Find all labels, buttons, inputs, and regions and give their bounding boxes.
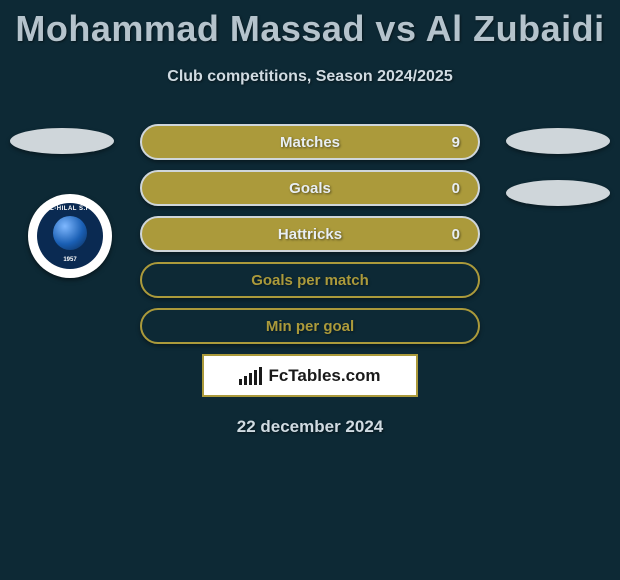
player-left-placeholder-1 xyxy=(10,128,114,154)
stat-row: Min per goal xyxy=(140,308,480,344)
page-subtitle: Club competitions, Season 2024/2025 xyxy=(0,68,620,86)
club-logo-bottom-text: 1957 xyxy=(63,257,76,263)
stat-label: Matches xyxy=(280,134,340,151)
stats-list: Matches 9 Goals 0 Hattricks 0 Goals per match M… xyxy=(140,124,480,344)
stat-row: Hattricks 0 xyxy=(140,216,480,252)
page-title: Mohammad Massad vs Al Zubaidi xyxy=(0,0,620,50)
player-right-placeholder-1 xyxy=(506,128,610,154)
brand-text: FcTables.com xyxy=(268,366,380,386)
stat-label: Hattricks xyxy=(278,226,342,243)
brand-box: FcTables.com xyxy=(202,354,418,397)
bar-icon-segment xyxy=(249,373,252,385)
club-logo-top-text: AL-HILAL S.FC xyxy=(45,206,94,212)
stat-row: Matches 9 xyxy=(140,124,480,160)
content-area: AL-HILAL S.FC 1957 Matches9Goals0Hattric… xyxy=(0,124,620,437)
date-text: 22 december 2024 xyxy=(0,417,620,437)
stat-value: 0 xyxy=(452,180,460,197)
football-icon xyxy=(53,216,87,250)
stat-value: 9 xyxy=(452,134,460,151)
stat-value: 0 xyxy=(452,226,460,243)
stat-row: Goals per match xyxy=(140,262,480,298)
bar-icon-segment xyxy=(254,370,257,385)
bar-icon-segment xyxy=(239,379,242,385)
player-right-placeholder-2 xyxy=(506,180,610,206)
club-logo: AL-HILAL S.FC 1957 xyxy=(28,194,112,278)
bar-icon-segment xyxy=(259,367,262,385)
chart-bars-icon xyxy=(239,367,262,385)
stat-label: Min per goal xyxy=(266,318,354,335)
stat-row: Goals 0 xyxy=(140,170,480,206)
stat-label: Goals per match xyxy=(251,272,369,289)
bar-icon-segment xyxy=(244,376,247,385)
stat-label: Goals xyxy=(289,180,331,197)
